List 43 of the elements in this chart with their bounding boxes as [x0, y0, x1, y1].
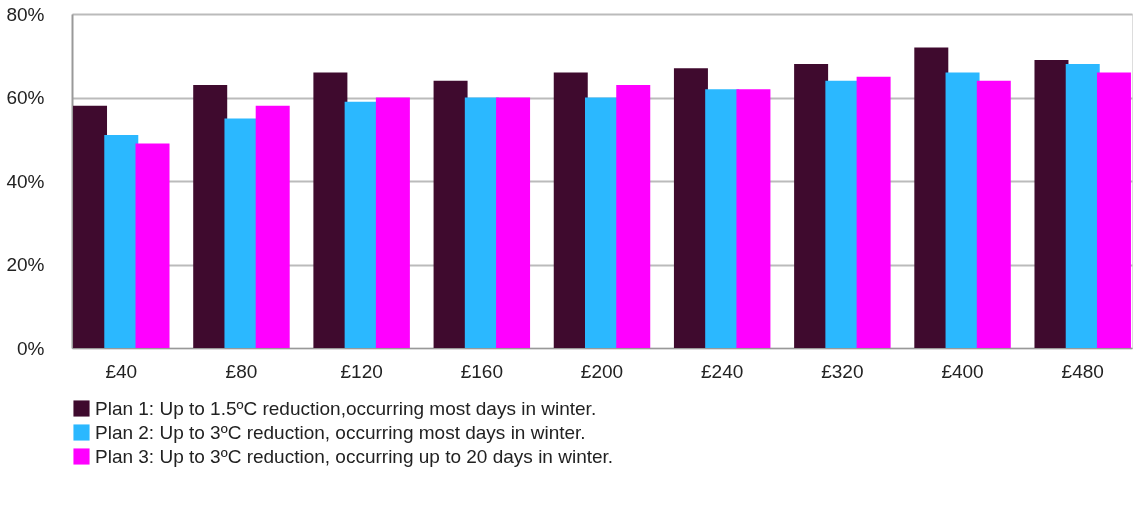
- bar: [313, 72, 348, 348]
- legend-label: Plan 1: Up to 1.5ºC reduction,occurring most days in winter.: [95, 397, 597, 419]
- x-tick-label: £240: [701, 360, 744, 382]
- bar: [673, 68, 708, 348]
- y-tick-label: 0%: [17, 337, 45, 359]
- bar: [433, 80, 468, 348]
- legend-label: Plan 3: Up to 3ºC reduction, occurring up to 20 days in winter.: [95, 445, 614, 467]
- bar: [496, 97, 531, 348]
- bar: [1096, 72, 1131, 348]
- x-tick-label: £40: [105, 360, 138, 382]
- bar: [464, 97, 499, 348]
- x-tick-label: £120: [340, 360, 383, 382]
- bar: [1034, 59, 1069, 348]
- bar: [1065, 64, 1100, 348]
- bar: [553, 72, 588, 348]
- bar: [135, 143, 170, 348]
- bar: [976, 80, 1011, 348]
- x-tick-label: £80: [225, 360, 258, 382]
- y-tick-label: 20%: [6, 254, 45, 275]
- bar: [914, 47, 949, 348]
- x-tick-label: £320: [821, 360, 864, 382]
- y-tick-label: 60%: [6, 87, 45, 108]
- bar: [794, 64, 829, 348]
- bar: [825, 80, 860, 348]
- bar: [736, 89, 771, 348]
- x-tick-label: £480: [1061, 360, 1104, 382]
- y-tick-label: 80%: [6, 3, 45, 25]
- bar: [73, 105, 108, 348]
- x-tick-label: £400: [941, 360, 984, 382]
- bar: [945, 72, 980, 348]
- bar: [193, 84, 228, 348]
- bar: [585, 97, 619, 348]
- x-tick-label: £200: [580, 360, 624, 382]
- bar: [375, 97, 410, 348]
- y-tick-label: 40%: [6, 170, 45, 192]
- bar: [255, 105, 290, 348]
- bar: [856, 76, 891, 348]
- bar: [104, 135, 139, 348]
- legend-label: Plan 2: Up to 3ºC reduction, occurring most days in winter.: [95, 421, 586, 443]
- bar: [616, 84, 651, 348]
- x-tick-label: £160: [460, 360, 503, 382]
- bar: [224, 118, 259, 348]
- bar: [344, 101, 379, 348]
